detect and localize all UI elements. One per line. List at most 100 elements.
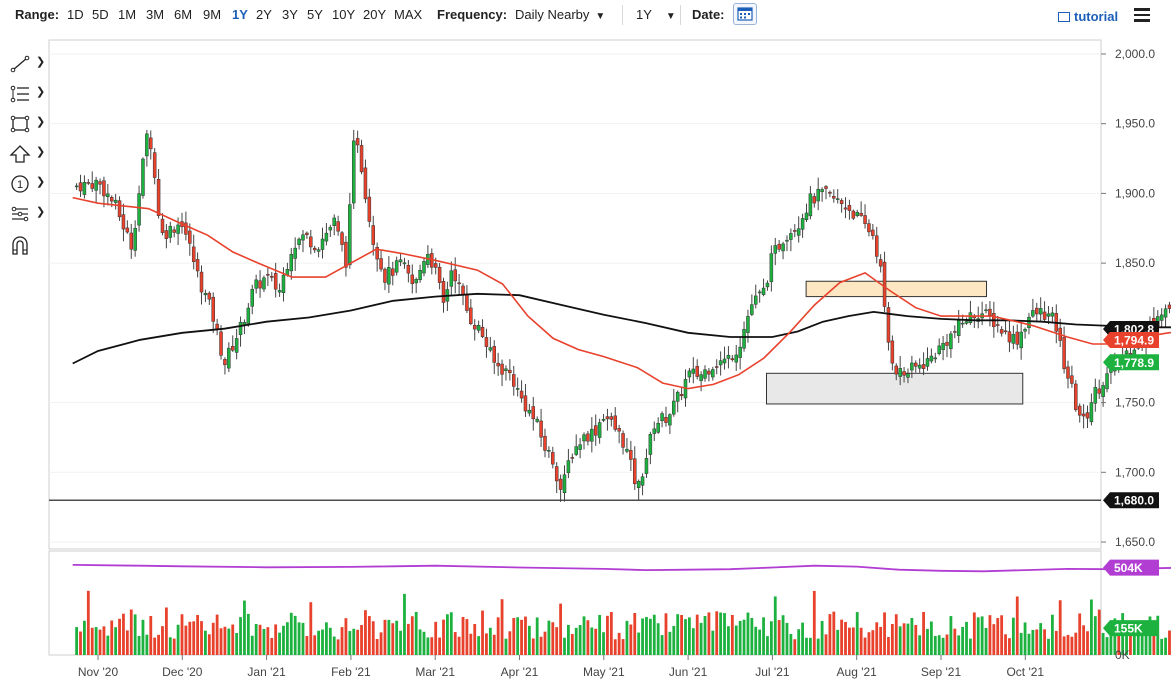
candle-body: [929, 355, 934, 362]
candle-body: [121, 214, 126, 230]
volume-bar: [438, 637, 442, 655]
candle-body: [757, 291, 762, 294]
rectangle-tool-button[interactable]: ❯: [6, 112, 46, 136]
volume-bar: [719, 612, 723, 655]
arrow-tool-button[interactable]: ❯: [6, 142, 46, 166]
candle-body: [359, 145, 364, 173]
candle-body: [188, 230, 192, 244]
volume-bar: [1164, 637, 1167, 655]
candle-body: [960, 322, 965, 325]
candle-body: [125, 227, 130, 233]
volume-bar: [945, 634, 949, 655]
x-tick-label: Apr '21: [501, 665, 539, 679]
volume-bar: [243, 600, 246, 655]
range-2y-button[interactable]: 2Y: [256, 7, 272, 22]
annotation-tool-button[interactable]: 1 ❯: [6, 172, 46, 196]
range-10y-button[interactable]: 10Y: [332, 7, 356, 22]
volume-bar: [625, 620, 629, 655]
candle-body: [94, 179, 98, 191]
candle-body: [601, 419, 606, 421]
volume-bar: [1117, 632, 1121, 655]
price-zone: [805, 280, 988, 298]
candle-body: [309, 236, 313, 248]
candle-body: [906, 373, 910, 378]
range-1d-button[interactable]: 1D: [67, 7, 84, 22]
volume-bar: [360, 624, 363, 655]
toolbar-divider: [680, 5, 681, 25]
candle-body: [379, 258, 383, 270]
volume-bar: [660, 635, 664, 655]
volume-bar: [215, 614, 219, 655]
candle-body: [387, 267, 391, 285]
line-tool-button[interactable]: ❯: [6, 52, 46, 76]
badge-shape: [1103, 331, 1159, 348]
volume-bar: [1136, 624, 1140, 655]
range-5d-button[interactable]: 5D: [92, 7, 109, 22]
candle-body: [480, 326, 485, 337]
candle-body: [98, 181, 102, 185]
badge-shape: [1103, 620, 1159, 637]
volume-bar: [949, 616, 953, 655]
candle-body: [605, 416, 610, 420]
candle-body: [168, 225, 173, 238]
frequency-label: Frequency:: [437, 7, 508, 22]
candle-body: [523, 395, 528, 412]
date-label: Date:: [692, 7, 725, 22]
candle-body: [465, 293, 469, 311]
candle-body: [289, 254, 294, 272]
volume-bar: [1109, 635, 1113, 655]
calendar-button[interactable]: [733, 3, 757, 25]
candle-body: [738, 346, 742, 358]
line-tool-icon: [10, 55, 30, 73]
price-badge: 1,794.9: [1103, 331, 1159, 348]
volume-bar: [863, 637, 867, 655]
volume-bar: [504, 638, 508, 655]
tutorial-link[interactable]: tutorial: [1058, 9, 1118, 24]
volume-bar: [734, 625, 738, 655]
volume-bar: [812, 590, 816, 655]
range-5y-button[interactable]: 5Y: [307, 7, 323, 22]
fib-tool-button[interactable]: ❯: [6, 82, 46, 106]
x-tick-label: May '21: [583, 665, 625, 679]
candle-body: [453, 269, 457, 282]
period-select[interactable]: 1Y ▼: [636, 7, 676, 25]
volume-bar: [598, 614, 602, 655]
candle-body: [90, 183, 94, 189]
chevron-right-icon: ❯: [36, 56, 46, 68]
pattern-tool-button[interactable]: ❯: [6, 202, 46, 226]
range-3y-button[interactable]: 3Y: [282, 7, 298, 22]
volume-bar: [254, 623, 258, 655]
candle-body: [433, 263, 438, 268]
range-20y-button[interactable]: 20Y: [363, 7, 387, 22]
range-6m-button[interactable]: 6M: [174, 7, 193, 22]
candle-body: [1066, 366, 1070, 379]
candle-body: [1011, 334, 1016, 344]
candle-body: [613, 415, 617, 430]
hamburger-menu-icon[interactable]: [1134, 8, 1150, 22]
range-9m-button[interactable]: 9M: [203, 7, 222, 22]
moving-average-long: [72, 292, 1171, 365]
magnet-tool-button[interactable]: [6, 232, 46, 256]
volume-bar: [289, 612, 293, 655]
candle-body: [777, 243, 781, 250]
range-1m-button[interactable]: 1M: [118, 7, 137, 22]
frequency-select[interactable]: Daily Nearby ▼: [515, 7, 605, 25]
volume-bar: [746, 612, 750, 655]
price-chart[interactable]: 2,000.0 1,950.0 1,900.0 1,850.0 1,750.0 1,700…: [0, 30, 1171, 696]
range-max-button[interactable]: MAX: [394, 7, 423, 22]
volume-bar: [200, 621, 203, 655]
candle-body: [769, 253, 774, 283]
volume-bar: [106, 635, 110, 655]
volume-bar: [820, 620, 824, 655]
volume-bar: [797, 629, 801, 655]
volume-bar: [313, 635, 317, 655]
candle-body: [176, 224, 180, 234]
volume-bar: [94, 627, 98, 655]
candle-body: [484, 337, 489, 347]
range-1y-button[interactable]: 1Y: [232, 7, 248, 22]
candle-body: [363, 167, 368, 200]
volume-bar: [641, 618, 644, 655]
candle-body: [156, 178, 161, 216]
volume-bar: [176, 624, 180, 655]
range-3m-button[interactable]: 3M: [146, 7, 165, 22]
